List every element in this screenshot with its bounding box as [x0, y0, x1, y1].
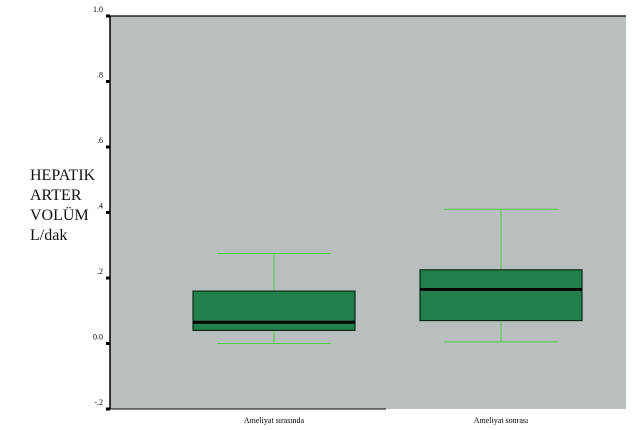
y-tick-mark — [106, 342, 110, 345]
y-axis-title-line: VOLÜM — [30, 206, 89, 224]
y-tick-mark — [106, 407, 110, 411]
y-tick-label: -.2 — [94, 398, 103, 407]
x-category-label: Ameliyat sonrası — [474, 416, 529, 425]
y-tick-mark — [106, 276, 110, 280]
y-tick-label: .2 — [97, 267, 103, 276]
y-tick-label: .6 — [97, 136, 103, 145]
iqr-box — [419, 269, 583, 322]
iqr-box — [192, 290, 356, 332]
y-tick-mark — [106, 80, 110, 83]
y-tick-mark — [106, 145, 110, 149]
y-tick-label: 1.0 — [93, 5, 103, 14]
y-tick-label: 0.0 — [93, 333, 103, 342]
y-tick-mark — [106, 211, 110, 214]
box-group — [419, 208, 583, 343]
axes-layer: 1.0 .8 .6 .4 .2 0.0 -.2 Ameliyat sırasında Ameli… — [93, 5, 626, 425]
boxes-layer — [192, 208, 583, 344]
y-axis-title: HEPATIK ARTER VOLÜM L/dak — [30, 167, 96, 244]
y-tick-mark — [106, 14, 110, 18]
box-group — [192, 252, 356, 344]
y-axis-title-line: HEPATIK — [30, 167, 96, 184]
plot-area — [110, 16, 626, 409]
y-tick-label: .4 — [97, 202, 103, 211]
x-category-label: Ameliyat sırasında — [244, 416, 305, 425]
y-tick-label: .8 — [97, 71, 103, 80]
y-axis-title-line: ARTER — [30, 187, 82, 204]
y-axis-title-line: L/dak — [30, 227, 67, 244]
